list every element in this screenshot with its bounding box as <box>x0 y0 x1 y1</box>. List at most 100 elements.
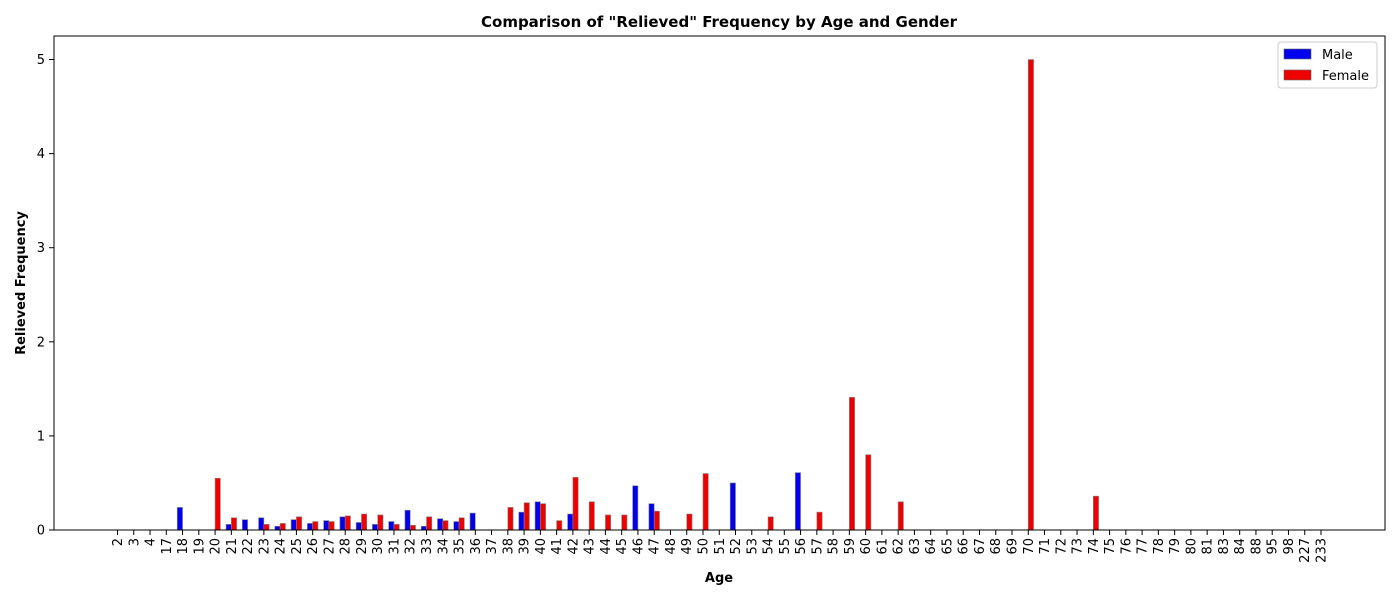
bar-female-age-28 <box>344 515 351 531</box>
x-tick-label: 43 <box>583 538 598 555</box>
bar-female-age-39 <box>523 502 530 531</box>
x-tick-label: 64 <box>924 538 939 555</box>
x-tick-label: 47 <box>648 538 663 555</box>
bar-female-age-45 <box>621 514 628 531</box>
x-tick-label: 83 <box>1217 538 1232 555</box>
x-tick-label: 72 <box>1054 538 1069 555</box>
bar-female-age-27 <box>328 521 335 531</box>
x-tick-label: 29 <box>355 538 370 555</box>
bar-male-age-31 <box>388 521 395 531</box>
x-tick-label: 2 <box>111 538 126 546</box>
bar-female-age-32 <box>409 524 416 531</box>
x-tick-label: 69 <box>1005 538 1020 555</box>
x-tick-label: 17 <box>160 538 175 555</box>
bar-female-age-47 <box>653 510 660 531</box>
x-tick-label: 54 <box>762 538 777 555</box>
bar-male-age-27 <box>323 520 330 531</box>
bar-male-age-34 <box>437 518 444 531</box>
y-tick-label: 4 <box>37 147 45 162</box>
x-tick-label: 18 <box>176 538 191 555</box>
x-tick-label: 60 <box>859 538 874 555</box>
bar-male-age-36 <box>469 512 476 531</box>
x-tick-label: 71 <box>1038 538 1053 555</box>
bar-female-age-23 <box>263 524 270 531</box>
bar-female-age-35 <box>458 517 465 531</box>
bar-female-age-54 <box>767 516 774 531</box>
bar-female-age-42 <box>572 477 579 531</box>
x-tick-label: 79 <box>1168 538 1183 555</box>
legend: Male Female <box>1277 41 1378 89</box>
x-tick-label: 78 <box>1152 538 1167 555</box>
bar-female-age-33 <box>426 516 433 531</box>
x-tick-label: 73 <box>1071 538 1086 555</box>
y-tick-label: 0 <box>37 524 45 539</box>
x-tick-label: 39 <box>518 538 533 555</box>
bar-female-age-40 <box>540 503 546 531</box>
x-tick-label: 98 <box>1282 538 1297 555</box>
bar-male-age-33 <box>420 525 427 531</box>
bar-female-age-70 <box>1027 59 1034 531</box>
bar-female-age-34 <box>442 520 449 531</box>
x-tick-label: 31 <box>387 538 402 555</box>
legend-label-female: Female <box>1322 69 1369 84</box>
bar-male-age-46 <box>632 485 639 531</box>
x-tick-label: 19 <box>192 538 207 555</box>
x-tick-label: 75 <box>1103 538 1118 555</box>
chart-title: Comparison of "Relieved" Frequency by Ag… <box>481 13 958 31</box>
x-tick-label: 24 <box>274 538 289 555</box>
x-tick-label: 32 <box>404 538 419 555</box>
bar-male-age-22 <box>242 519 248 531</box>
bar-female-age-30 <box>377 514 384 531</box>
x-tick-label: 34 <box>436 538 451 555</box>
bar-male-age-21 <box>225 524 232 531</box>
bar-male-age-26 <box>307 523 313 531</box>
x-tick-label: 80 <box>1184 538 1199 555</box>
bar-female-age-38 <box>507 507 514 531</box>
bar-female-age-41 <box>556 520 563 531</box>
x-tick-label: 58 <box>827 538 842 555</box>
x-tick-label: 3 <box>127 538 142 546</box>
x-axis: 2 3 4 17 18 19 20 21 22 23 24 25 26 27 28 29 30 31 32 33 34 3… <box>111 530 1330 563</box>
x-tick-label: 66 <box>957 538 972 555</box>
x-tick-label: 23 <box>257 538 272 555</box>
bar-female-age-26 <box>312 521 319 531</box>
x-tick-label: 61 <box>875 538 890 555</box>
x-tick-label: 37 <box>485 538 500 555</box>
bar-male-age-30 <box>372 524 379 531</box>
x-tick-label: 74 <box>1087 538 1102 555</box>
bar-male-age-23 <box>258 517 265 531</box>
x-tick-label: 77 <box>1136 538 1151 555</box>
x-tick-label: 38 <box>501 538 516 555</box>
bar-male-age-28 <box>339 516 346 531</box>
bar-male-age-18 <box>176 507 183 531</box>
bar-female-age-57 <box>816 511 823 531</box>
y-tick-label: 5 <box>37 53 45 68</box>
x-tick-label: 53 <box>745 538 760 555</box>
legend-swatch-male <box>1283 48 1312 60</box>
bar-female-age-43 <box>588 501 595 531</box>
bar-male-age-24 <box>274 525 281 531</box>
x-tick-label: 233 <box>1315 538 1330 563</box>
bar-female-age-31 <box>393 524 400 531</box>
bar-male-age-40 <box>534 501 541 531</box>
x-tick-label: 36 <box>469 538 484 555</box>
bar-male-age-39 <box>518 511 525 531</box>
x-tick-label: 27 <box>322 538 337 555</box>
y-axis: 0 1 2 3 4 5 <box>37 53 54 539</box>
x-tick-label: 51 <box>713 538 728 555</box>
x-tick-label: 44 <box>599 538 614 555</box>
x-tick-label: 70 <box>1022 538 1037 555</box>
x-tick-label: 4 <box>144 538 159 546</box>
bar-female-age-25 <box>296 516 302 531</box>
x-tick-label: 26 <box>306 538 321 555</box>
bar-female-age-49 <box>686 513 693 531</box>
x-tick-label: 45 <box>615 538 630 555</box>
bar-male-age-42 <box>567 513 574 531</box>
x-tick-label: 46 <box>631 538 646 555</box>
x-tick-label: 30 <box>371 538 386 555</box>
y-tick-label: 2 <box>37 335 45 350</box>
bar-female-age-62 <box>897 501 904 531</box>
x-tick-label: 35 <box>453 538 468 555</box>
x-tick-label: 76 <box>1119 538 1134 555</box>
x-tick-label: 84 <box>1233 538 1248 555</box>
